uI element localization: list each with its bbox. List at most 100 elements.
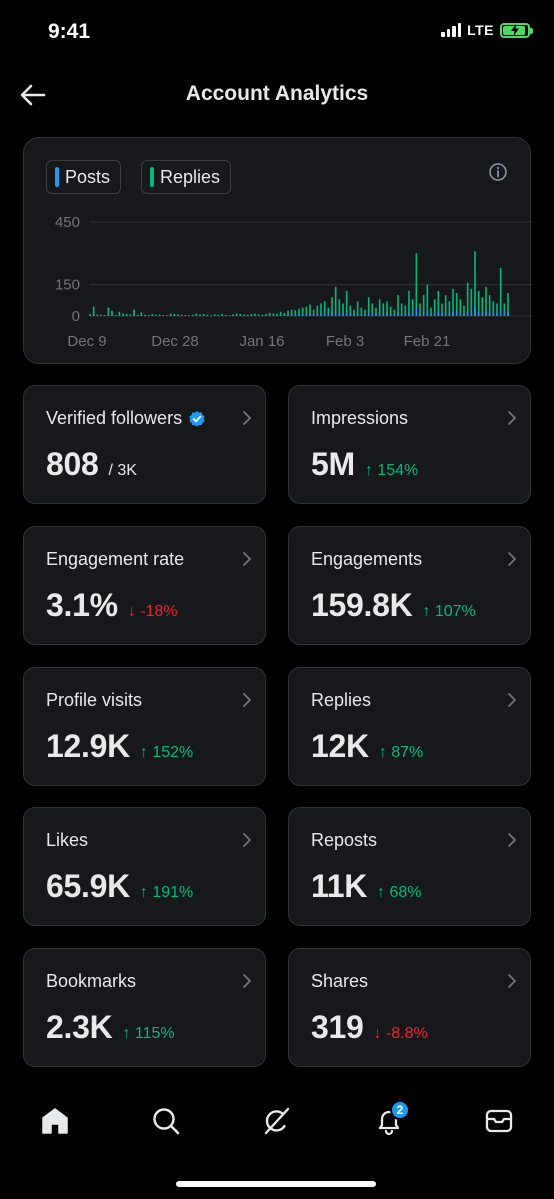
x-tick-label: Feb 21 xyxy=(404,333,451,350)
stat-total: / 3K xyxy=(108,462,137,479)
stat-card-engagement-rate[interactable]: Engagement rate 3.1% ↓ -18% xyxy=(23,526,266,645)
stat-delta: ↑ 115% xyxy=(122,1025,175,1042)
stat-card-profile-visits[interactable]: Profile visits 12.9K ↑ 152% xyxy=(23,667,266,786)
info-button[interactable] xyxy=(488,162,508,182)
stat-card-reposts[interactable]: Reposts 11K ↑ 68% xyxy=(288,807,531,926)
chevron-right-icon xyxy=(508,693,516,707)
nav-messages[interactable] xyxy=(482,1104,516,1138)
stat-label: Engagement rate xyxy=(46,549,184,570)
stat-value: 3.1% xyxy=(46,587,118,623)
verified-badge-icon xyxy=(189,410,205,427)
nav-notifications[interactable]: 2 xyxy=(372,1100,410,1138)
stat-label-text: Replies xyxy=(311,690,372,710)
stat-label: Likes xyxy=(46,830,88,851)
stat-card-likes[interactable]: Likes 65.9K ↑ 191% xyxy=(23,807,266,926)
x-tick-label: Dec 9 xyxy=(67,333,106,350)
stat-value: 808 xyxy=(46,446,99,482)
stat-value-row: 11K ↑ 68% xyxy=(311,868,422,905)
y-tick-label: 150 xyxy=(55,277,80,294)
activity-chart: 450 150 0 Dec 9 Dec 28 Jan 16 Feb 3 Feb 21 xyxy=(55,214,532,350)
legend-posts-toggle[interactable]: Posts xyxy=(46,160,122,194)
stat-label: Profile visits xyxy=(46,690,142,711)
chevron-right-icon xyxy=(508,411,516,425)
stat-value: 12K xyxy=(311,728,369,764)
stat-value-row: 5M ↑ 154% xyxy=(311,446,418,483)
stat-delta: ↑ 87% xyxy=(378,744,424,761)
legend-replies-toggle[interactable]: Replies xyxy=(141,160,232,194)
home-icon xyxy=(42,1108,68,1134)
stat-value: 319 xyxy=(311,1009,364,1045)
stat-value: 2.3K xyxy=(46,1009,113,1045)
stat-label: Verified followers xyxy=(46,408,206,429)
stat-value-row: 12.9K ↑ 152% xyxy=(46,728,193,765)
legend-posts-swatch xyxy=(55,167,59,187)
search-icon xyxy=(153,1108,180,1135)
chevron-right-icon xyxy=(243,411,251,425)
stat-label: Bookmarks xyxy=(46,971,136,992)
legend-posts-label: Posts xyxy=(65,166,111,187)
nav-grok[interactable] xyxy=(260,1104,294,1138)
x-tick-label: Feb 3 xyxy=(326,333,364,350)
chevron-right-icon xyxy=(508,833,516,847)
header: Account Analytics xyxy=(0,70,554,118)
stat-label-text: Verified followers xyxy=(46,408,183,428)
stat-card-bookmarks[interactable]: Bookmarks 2.3K ↑ 115% xyxy=(23,948,266,1067)
stat-label: Shares xyxy=(311,971,368,992)
status-bar: 9:41 LTE xyxy=(0,0,554,66)
stat-value-row: 2.3K ↑ 115% xyxy=(46,1009,175,1046)
stat-label-text: Shares xyxy=(311,971,369,991)
back-button[interactable] xyxy=(18,80,48,110)
analytics-chart-card: 450 150 0 Dec 9 Dec 28 Jan 16 Feb 3 Feb 21 Post… xyxy=(23,137,532,364)
nav-home[interactable] xyxy=(38,1104,72,1138)
x-tick-label: Dec 28 xyxy=(151,333,199,350)
stat-card-engagements[interactable]: Engagements 159.8K ↑ 107% xyxy=(288,526,531,645)
stat-card-impressions[interactable]: Impressions 5M ↑ 154% xyxy=(288,385,531,504)
stat-card-replies[interactable]: Replies 12K ↑ 87% xyxy=(288,667,531,786)
stat-card-shares[interactable]: Shares 319 ↓ -8.8% xyxy=(288,948,531,1067)
stat-label: Engagements xyxy=(311,549,422,570)
stat-value-row: 319 ↓ -8.8% xyxy=(311,1009,428,1046)
signal-icon xyxy=(441,23,462,37)
stat-label-text: Impressions xyxy=(311,408,409,428)
stat-delta: ↑ 107% xyxy=(422,603,476,620)
chevron-right-icon xyxy=(243,833,251,847)
stat-value: 159.8K xyxy=(311,587,413,623)
stat-delta: ↑ 152% xyxy=(139,744,194,761)
stat-label: Reposts xyxy=(311,830,377,851)
stat-value-row: 808 / 3K xyxy=(46,446,137,483)
stat-value: 11K xyxy=(311,868,368,904)
legend-replies-swatch xyxy=(150,167,154,187)
legend-replies-label: Replies xyxy=(160,166,221,187)
stat-label-text: Bookmarks xyxy=(46,971,137,991)
stat-value-row: 3.1% ↓ -18% xyxy=(46,587,178,624)
stat-label-text: Engagement rate xyxy=(46,549,185,569)
stat-card-verified-followers[interactable]: Verified followers 808 / 3K xyxy=(23,385,266,504)
nav-search[interactable] xyxy=(149,1104,183,1138)
stat-value-row: 65.9K ↑ 191% xyxy=(46,868,193,905)
y-tick-label: 0 xyxy=(72,308,80,325)
status-indicators: LTE xyxy=(441,22,533,38)
notification-badge: 2 xyxy=(390,1100,410,1120)
x-tick-label: Jan 16 xyxy=(239,333,284,350)
battery-icon xyxy=(500,22,533,38)
stat-delta: ↑ 68% xyxy=(377,884,422,901)
y-tick-label: 450 xyxy=(55,214,80,231)
stat-value: 5M xyxy=(311,446,355,482)
page-title: Account Analytics xyxy=(185,82,369,105)
info-icon xyxy=(489,163,507,181)
network-label: LTE xyxy=(467,22,494,38)
status-time: 9:41 xyxy=(48,20,91,43)
stat-value: 65.9K xyxy=(46,868,130,904)
home-indicator xyxy=(176,1181,376,1187)
grok-icon xyxy=(264,1107,290,1135)
chevron-right-icon xyxy=(243,974,251,988)
stat-value-row: 159.8K ↑ 107% xyxy=(311,587,476,624)
stat-delta: ↓ -8.8% xyxy=(373,1025,428,1042)
stat-label-text: Likes xyxy=(46,830,89,850)
chevron-right-icon xyxy=(508,552,516,566)
stat-label-text: Profile visits xyxy=(46,690,143,710)
bottom-nav: 2 xyxy=(0,1086,554,1156)
stat-value-row: 12K ↑ 87% xyxy=(311,728,423,765)
stat-label-text: Engagements xyxy=(311,549,423,569)
mail-icon xyxy=(485,1109,513,1133)
